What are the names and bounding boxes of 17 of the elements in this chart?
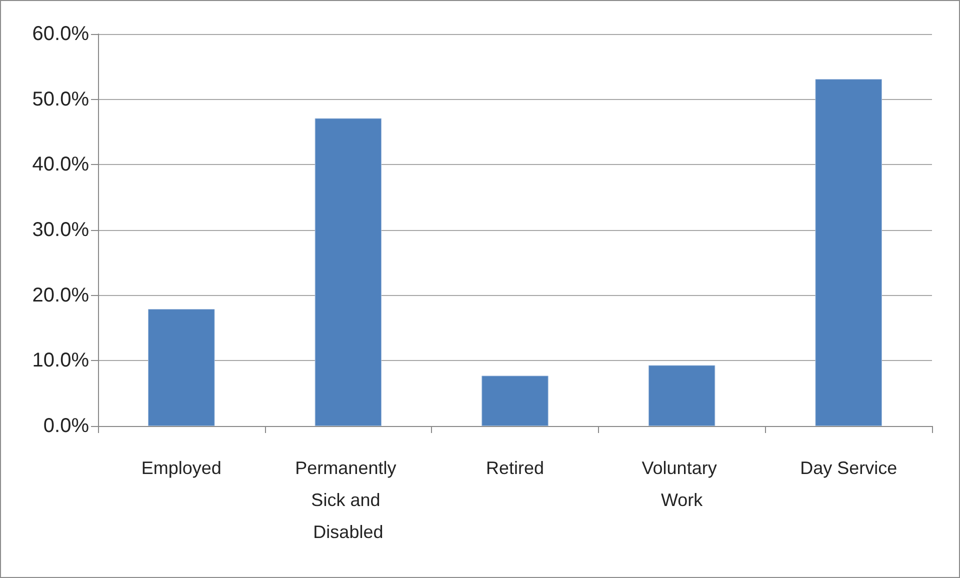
bar xyxy=(314,118,382,426)
x-tick-label: Retired xyxy=(486,458,544,478)
y-tick-label: 10.0% xyxy=(32,350,90,372)
bar xyxy=(482,376,548,426)
y-tick-label: 30.0% xyxy=(32,219,90,241)
x-tick-label: Permanently Sick and Disabled xyxy=(295,458,402,542)
bar xyxy=(148,309,215,426)
y-tick-label: 0.0% xyxy=(43,415,90,437)
y-tick-label: 50.0% xyxy=(32,88,90,110)
y-tick-label: 40.0% xyxy=(32,154,90,176)
x-tick-label: Voluntary Work xyxy=(642,458,722,510)
y-tick-label: 20.0% xyxy=(32,284,90,306)
y-tick-label: 60.0% xyxy=(32,23,90,45)
x-tick-label: Employed xyxy=(141,458,222,478)
bar xyxy=(648,365,716,426)
x-tick-label: Day Service xyxy=(800,458,898,478)
bar xyxy=(815,79,882,426)
